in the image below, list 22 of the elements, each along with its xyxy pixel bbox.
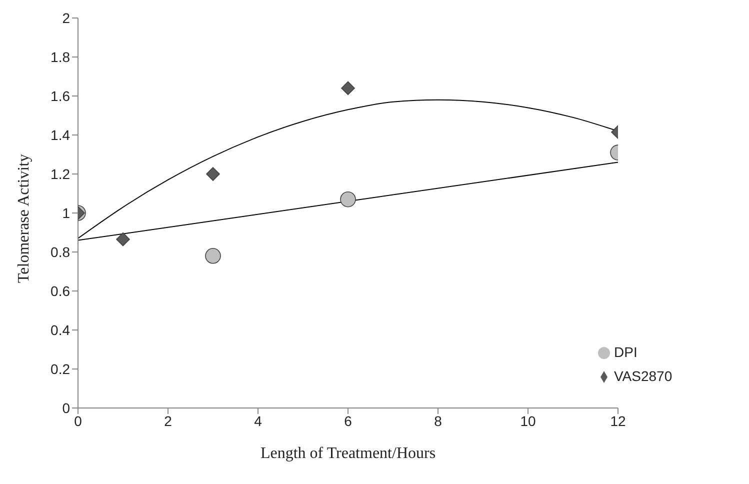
x-tick-label: 6	[344, 412, 352, 429]
x-tick-label: 12	[610, 412, 626, 429]
y-axis-title: Telomerase Activity	[16, 154, 33, 283]
x-tick-label: 2	[164, 412, 172, 429]
y-tick-label: 1.8	[50, 48, 70, 65]
x-tick-label: 4	[254, 412, 262, 429]
y-tick-label: 0.2	[50, 360, 70, 377]
y-tick-label: 1.2	[50, 166, 70, 182]
y-tick-label: 0.4	[50, 322, 70, 338]
y-tick-label: 0.8	[50, 244, 70, 260]
x-tick-label: 8	[434, 412, 442, 429]
x-tick-label: 0	[74, 412, 82, 429]
x-tick-label: 10	[520, 412, 536, 429]
y-tick-label: 1	[62, 204, 70, 221]
x-axis-title: Length of Treatment/Hours	[260, 445, 436, 462]
y-tick-label: 1.6	[50, 88, 70, 104]
y-tick-label: 0.6	[50, 282, 70, 299]
legend-label: DPI	[614, 344, 638, 360]
legend-label: VAS2870	[614, 368, 672, 384]
y-tick-label: 0	[62, 400, 70, 416]
y-tick-label: 1.4	[50, 126, 70, 143]
y-tick-label: 2	[62, 10, 70, 26]
